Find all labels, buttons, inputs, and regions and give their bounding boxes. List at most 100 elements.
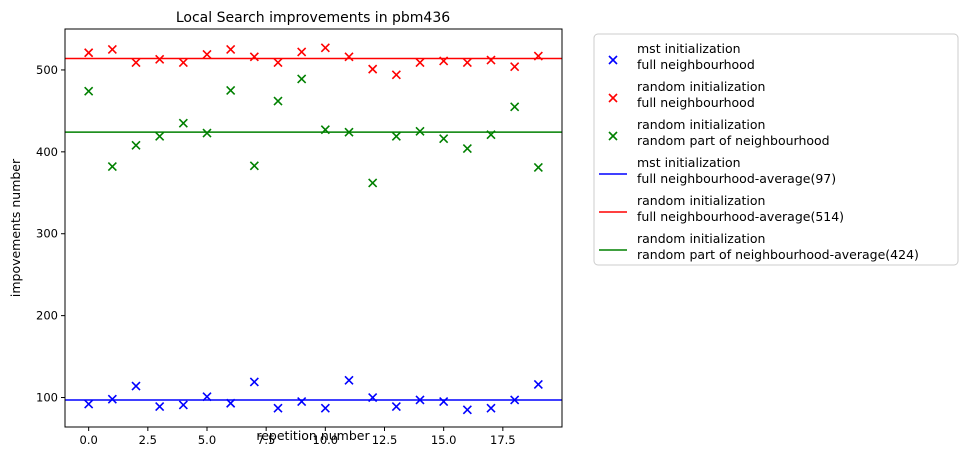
legend-label: random part of neighbourhood xyxy=(637,133,830,148)
data-point xyxy=(84,48,94,58)
data-point xyxy=(202,49,212,59)
data-point xyxy=(226,44,236,55)
data-point xyxy=(510,395,520,405)
data-point xyxy=(415,126,425,136)
data-point xyxy=(131,140,141,150)
legend-label: random initialization xyxy=(637,79,765,94)
data-point xyxy=(415,58,425,68)
data-point xyxy=(344,52,354,62)
data-point xyxy=(439,134,449,144)
data-point xyxy=(178,400,188,410)
legend-label: random initialization xyxy=(637,117,765,132)
data-point xyxy=(107,394,117,404)
legend-frame xyxy=(593,33,959,266)
chart-title: Local Search improvements in pbm436 xyxy=(176,10,450,26)
data-point xyxy=(320,403,330,413)
data-point xyxy=(486,403,496,413)
legend-label: full neighbourhood xyxy=(637,57,755,72)
data-point xyxy=(84,399,94,409)
data-point xyxy=(178,118,188,128)
data-point xyxy=(320,125,330,135)
data-point xyxy=(297,397,307,407)
data-point xyxy=(249,52,259,62)
data-point xyxy=(439,56,449,66)
plot-frame xyxy=(64,28,563,428)
legend-marker xyxy=(608,55,618,65)
legend-label: mst initialization xyxy=(637,155,741,170)
data-point xyxy=(131,381,141,391)
data-point xyxy=(273,403,283,413)
data-point xyxy=(155,54,165,64)
legend-label: random initialization xyxy=(637,231,765,246)
data-point xyxy=(202,392,212,402)
y-tick-label: 200 xyxy=(36,309,58,323)
data-point xyxy=(510,102,520,112)
x-axis-label: repetition number xyxy=(256,428,370,443)
data-point xyxy=(510,62,520,72)
x-tick-label: 10.0 xyxy=(313,433,339,447)
y-tick-label: 400 xyxy=(36,145,58,159)
data-point xyxy=(155,401,165,412)
data-point xyxy=(107,44,117,55)
legend-marker xyxy=(608,131,618,141)
x-tick-label: 0.0 xyxy=(80,433,98,447)
y-axis-label: impovements number xyxy=(8,158,23,297)
data-point xyxy=(344,127,354,137)
data-point xyxy=(368,392,378,403)
data-point xyxy=(368,64,378,74)
data-point xyxy=(391,70,401,80)
legend-label: full neighbourhood-average(514) xyxy=(637,209,844,224)
data-points xyxy=(84,43,543,415)
data-point xyxy=(131,58,141,68)
data-point xyxy=(297,74,307,84)
average-lines xyxy=(65,57,562,401)
data-point xyxy=(273,96,283,106)
data-point xyxy=(368,178,378,188)
data-point xyxy=(226,85,236,95)
data-point xyxy=(297,47,307,57)
data-point xyxy=(391,131,401,141)
y-tick-label: 100 xyxy=(36,391,58,405)
data-point xyxy=(462,143,472,154)
legend-label: random part of neighbourhood-average(424… xyxy=(637,247,919,262)
x-tick-label: 15.0 xyxy=(431,433,457,447)
x-tick-label: 17.5 xyxy=(490,433,516,447)
x-tick-label: 12.5 xyxy=(372,433,398,447)
data-point xyxy=(84,86,94,96)
y-tick-label: 500 xyxy=(36,63,58,77)
data-point xyxy=(202,128,212,138)
data-point xyxy=(533,162,543,172)
data-point xyxy=(533,51,543,61)
y-axis: 100 200 300 400 500 xyxy=(36,63,65,405)
x-tick-label: 5.0 xyxy=(198,433,216,447)
data-point xyxy=(155,131,165,141)
legend-label: full neighbourhood xyxy=(637,95,755,110)
x-tick-label: 2.5 xyxy=(139,433,157,447)
data-point xyxy=(462,58,472,68)
data-point xyxy=(391,401,401,412)
data-point xyxy=(344,375,354,385)
legend-marker xyxy=(608,93,618,103)
legend-label: mst initialization xyxy=(637,41,741,56)
y-tick-label: 300 xyxy=(36,227,58,241)
data-point xyxy=(273,58,283,68)
data-point xyxy=(486,130,496,140)
data-point xyxy=(320,43,330,53)
data-point xyxy=(249,377,259,387)
data-point xyxy=(486,55,496,65)
data-point xyxy=(107,162,117,172)
data-point xyxy=(249,161,259,171)
plot-area xyxy=(65,43,562,415)
legend-label: random initialization xyxy=(637,193,765,208)
x-axis: 0.0 2.5 5.0 7.5 10.0 12.5 15.0 17.5 xyxy=(80,427,516,447)
x-tick-label: 7.5 xyxy=(257,433,275,447)
